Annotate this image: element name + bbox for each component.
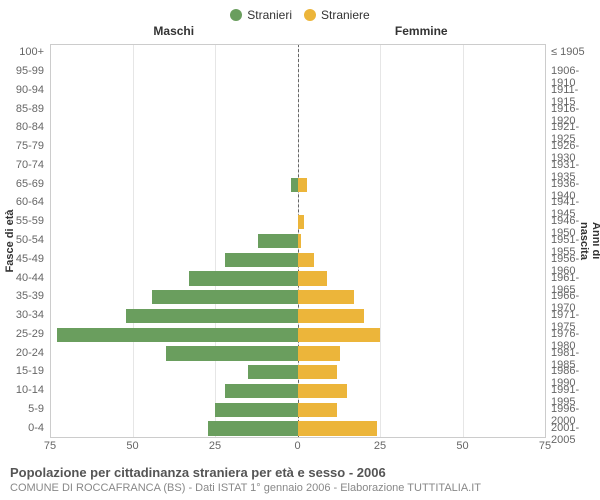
bar-male	[189, 271, 298, 285]
bar-female	[298, 365, 338, 379]
bar-female	[298, 215, 305, 229]
age-label: 60-64	[0, 196, 44, 208]
footer-subtitle: COMUNE DI ROCCAFRANCA (BS) - Dati ISTAT …	[10, 482, 590, 494]
age-label: 85-89	[0, 103, 44, 115]
age-label: 100+	[0, 46, 44, 58]
pyramid-row	[50, 382, 545, 401]
birth-year-label: 2001-2005	[551, 422, 600, 446]
age-label: 20-24	[0, 347, 44, 359]
bar-male	[166, 346, 298, 360]
gridline	[545, 44, 546, 438]
age-label: 90-94	[0, 84, 44, 96]
birth-year-label: ≤ 1905	[551, 46, 585, 58]
chart-area: 7550250255075 Fasce di età Anni di nasci…	[0, 0, 600, 500]
age-label: 35-39	[0, 290, 44, 302]
pyramid-row	[50, 288, 545, 307]
pyramid-row	[50, 138, 545, 157]
x-tick-label: 25	[374, 440, 386, 452]
x-tick-label: 75	[44, 440, 56, 452]
bar-female	[298, 421, 377, 435]
age-label: 30-34	[0, 309, 44, 321]
age-label: 70-74	[0, 159, 44, 171]
age-label: 50-54	[0, 234, 44, 246]
bar-male	[291, 178, 298, 192]
x-tick-label: 25	[209, 440, 221, 452]
age-label: 65-69	[0, 178, 44, 190]
age-label: 95-99	[0, 65, 44, 77]
bar-female	[298, 290, 354, 304]
bar-male	[248, 365, 298, 379]
bar-female	[298, 234, 301, 248]
plot	[50, 44, 545, 438]
bar-male	[126, 309, 298, 323]
age-label: 55-59	[0, 215, 44, 227]
age-label: 80-84	[0, 121, 44, 133]
pyramid-row	[50, 344, 545, 363]
pyramid-row	[50, 82, 545, 101]
bar-male	[215, 403, 298, 417]
x-ticks: 75 50 25 0 25 50 75	[0, 438, 600, 454]
bar-female	[298, 346, 341, 360]
bar-female	[298, 384, 348, 398]
bar-female	[298, 253, 315, 267]
pyramid-row	[50, 157, 545, 176]
pyramid-row	[50, 419, 545, 438]
bar-male	[152, 290, 297, 304]
bar-female	[298, 178, 308, 192]
x-tick-label: 75	[539, 440, 551, 452]
pyramid-row	[50, 100, 545, 119]
pyramid-row	[50, 325, 545, 344]
pyramid-row	[50, 363, 545, 382]
bar-male	[258, 234, 298, 248]
bar-female	[298, 309, 364, 323]
pyramid-row	[50, 175, 545, 194]
bar-female	[298, 328, 381, 342]
bar-male	[225, 253, 298, 267]
pyramid-row	[50, 213, 545, 232]
age-label: 75-79	[0, 140, 44, 152]
pyramid-row	[50, 232, 545, 251]
bar-male	[57, 328, 298, 342]
age-label: 25-29	[0, 328, 44, 340]
pyramid-row	[50, 44, 545, 63]
footer: Popolazione per cittadinanza straniera p…	[10, 465, 590, 494]
bar-female	[298, 403, 338, 417]
x-tick-label: 50	[456, 440, 468, 452]
footer-title: Popolazione per cittadinanza straniera p…	[10, 465, 590, 480]
bar-male	[225, 384, 298, 398]
pyramid-row	[50, 63, 545, 82]
pyramid-row	[50, 194, 545, 213]
pyramid-row	[50, 269, 545, 288]
pyramid-row	[50, 119, 545, 138]
pyramid-row	[50, 250, 545, 269]
age-label: 0-4	[0, 422, 44, 434]
pyramid-row	[50, 400, 545, 419]
x-tick-label: 0	[294, 440, 300, 452]
bar-male	[208, 421, 297, 435]
age-label: 45-49	[0, 253, 44, 265]
pyramid-row	[50, 307, 545, 326]
x-tick-label: 50	[126, 440, 138, 452]
bar-female	[298, 271, 328, 285]
age-label: 40-44	[0, 272, 44, 284]
age-label: 5-9	[0, 403, 44, 415]
age-label: 10-14	[0, 384, 44, 396]
age-label: 15-19	[0, 365, 44, 377]
